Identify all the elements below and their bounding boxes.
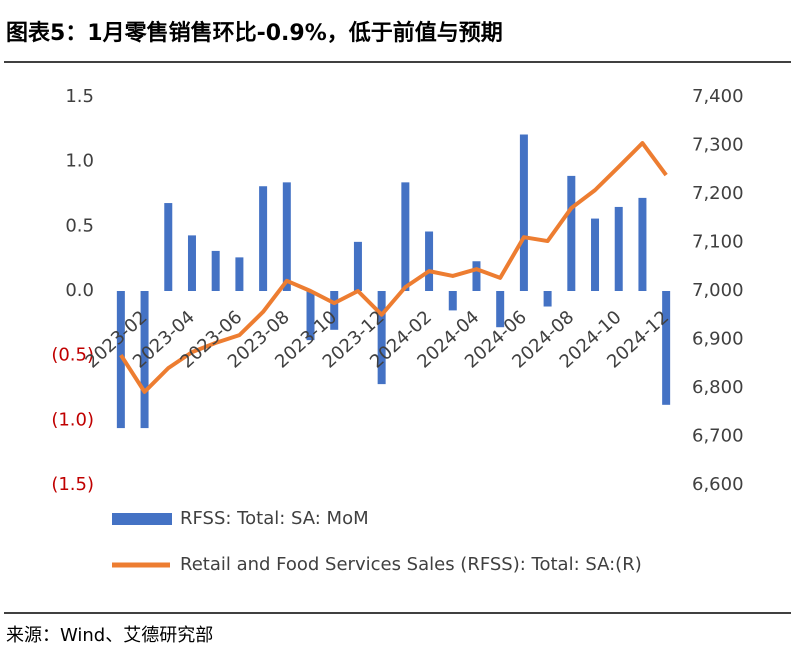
bar (330, 291, 339, 330)
y2-tick-label: 7,200 (692, 183, 744, 204)
legend-label: Retail and Food Services Sales (RFSS): T… (180, 554, 642, 575)
y2-tick-label: 7,100 (692, 232, 744, 253)
y2-tick-label: 6,800 (692, 377, 744, 398)
bar (282, 182, 291, 291)
y2-tick-label: 7,000 (692, 280, 744, 301)
chart-title: 图表5：1月零售销售环比-0.9%，低于前值与预期 (6, 20, 503, 46)
y-tick-label: 0.5 (65, 215, 94, 236)
y2-tick-label: 6,900 (692, 329, 744, 350)
y-tick-label: 1.0 (65, 151, 94, 172)
y2-tick-label: 7,400 (692, 86, 744, 107)
bar (187, 235, 196, 291)
bar (259, 186, 268, 291)
bar (116, 291, 125, 429)
bar (543, 291, 552, 307)
bar (425, 231, 434, 291)
bar (401, 182, 410, 291)
bar (306, 291, 315, 341)
line (119, 141, 668, 394)
bar (377, 291, 386, 385)
y2-tick-label: 6,600 (692, 474, 744, 495)
bar (211, 250, 220, 291)
bar (448, 291, 457, 311)
source: 来源：Wind、艾德研究部 (6, 625, 213, 646)
bar (235, 257, 244, 291)
bar (472, 261, 481, 291)
bar (519, 134, 528, 291)
bar (353, 241, 362, 291)
legend-swatch (112, 513, 172, 525)
legend-label: RFSS: Total: SA: MoM (180, 508, 369, 529)
y-tick-label: 1.5 (65, 86, 94, 107)
bar (638, 197, 647, 291)
y-tick-label: (0.5) (51, 345, 94, 366)
y2-tick-label: 6,700 (692, 426, 744, 447)
bar (164, 203, 173, 291)
y-tick-label: (1.5) (51, 474, 94, 495)
bar (140, 291, 149, 429)
bar (662, 291, 671, 405)
bar (496, 291, 505, 328)
y-tick-label: (1.0) (51, 409, 94, 430)
bar (614, 206, 623, 291)
y2-tick-label: 7,300 (692, 135, 744, 156)
bar (591, 218, 600, 291)
y-tick-label: 0.0 (65, 280, 94, 301)
bar (567, 175, 576, 291)
